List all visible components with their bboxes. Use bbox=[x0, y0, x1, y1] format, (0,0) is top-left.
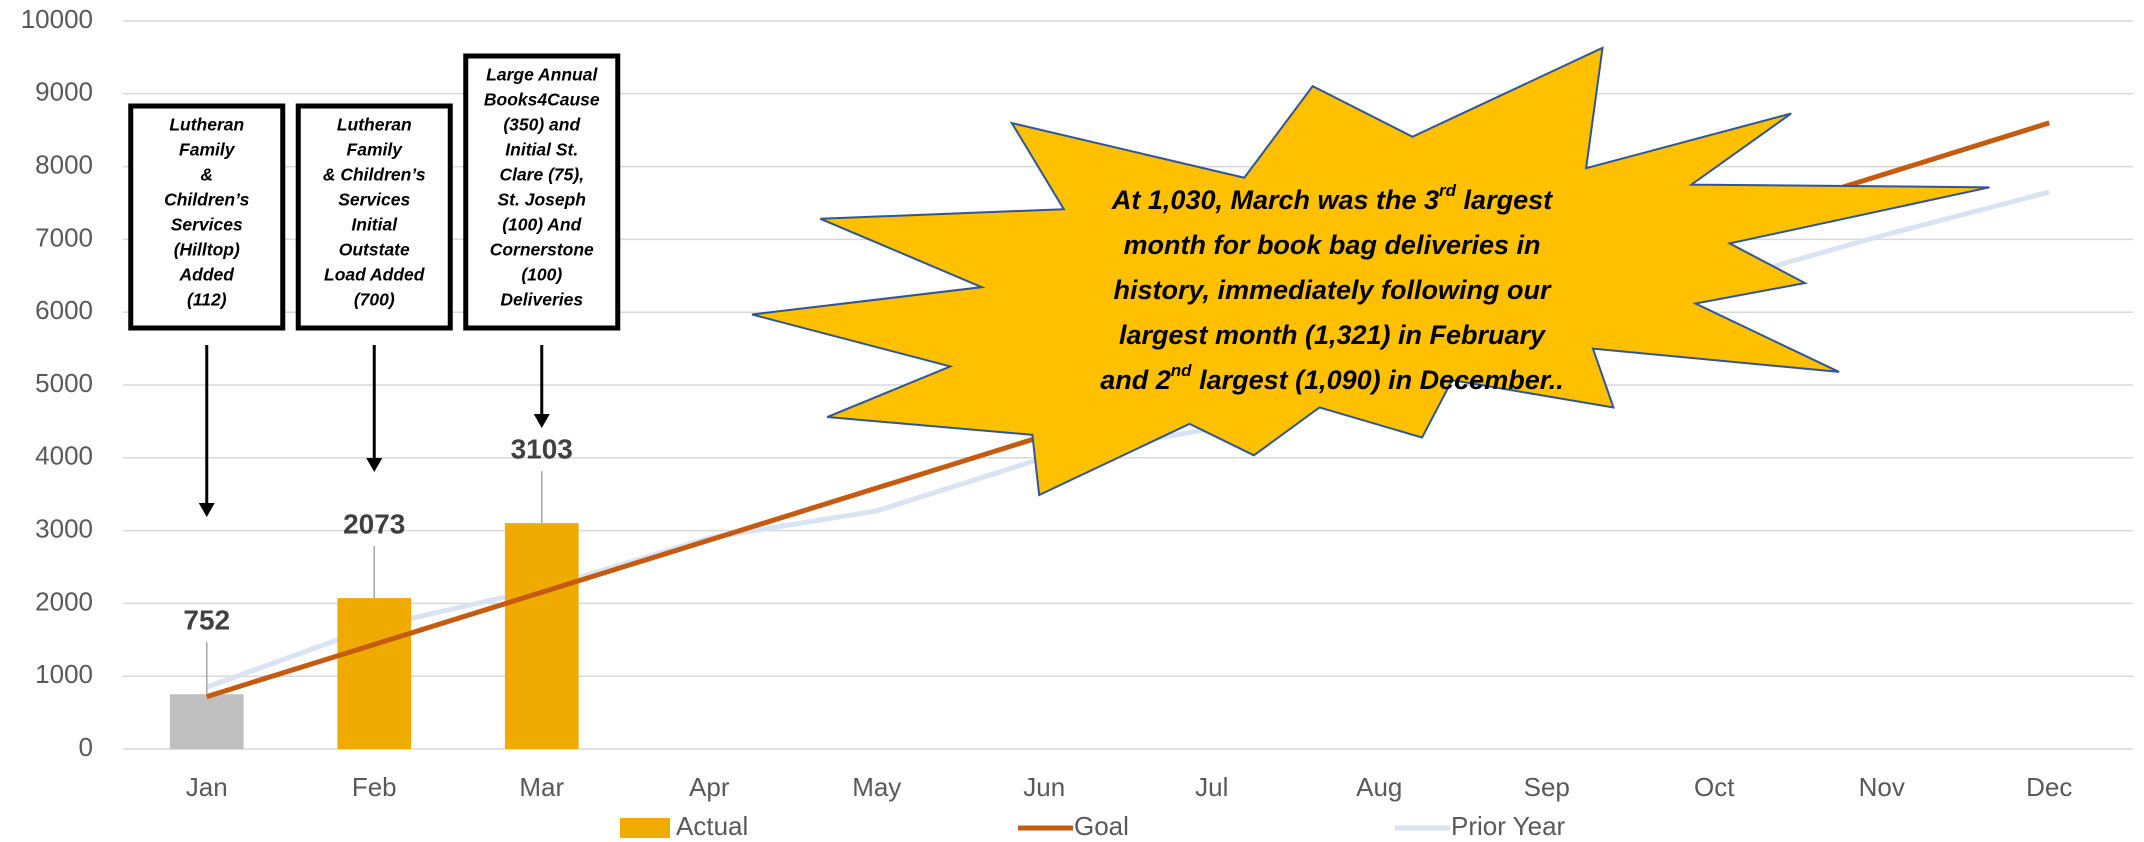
callout-segment: history, immediately following our bbox=[1113, 275, 1552, 305]
callout-text: history, immediately following our bbox=[1113, 275, 1552, 305]
y-tick-label: 0 bbox=[79, 732, 93, 762]
annotation-text: Services bbox=[171, 215, 243, 235]
annotation-text: Lutheran bbox=[337, 115, 412, 135]
starburst bbox=[751, 46, 1990, 497]
x-tick-label: Nov bbox=[1859, 772, 1905, 802]
x-tick-label: Feb bbox=[352, 772, 397, 802]
x-tick-label: May bbox=[852, 772, 901, 802]
y-tick-label: 5000 bbox=[35, 368, 93, 398]
legend-label: Prior Year bbox=[1451, 811, 1566, 841]
annotation-text: & bbox=[200, 165, 213, 185]
y-tick-label: 7000 bbox=[35, 222, 93, 252]
annotation-text: (100) And bbox=[502, 215, 581, 235]
callout-text: and 2nd largest (1,090) in December.. bbox=[1100, 361, 1564, 395]
annotation-text: Cornerstone bbox=[490, 240, 594, 260]
y-tick-label: 1000 bbox=[35, 659, 93, 689]
x-tick-label: Oct bbox=[1694, 772, 1735, 802]
annotation-text: Books4Cause bbox=[484, 90, 600, 110]
annotation-text: Outstate bbox=[339, 240, 410, 260]
x-tick-label: Jan bbox=[186, 772, 228, 802]
x-tick-label: Mar bbox=[519, 772, 564, 802]
superscript: rd bbox=[1439, 181, 1457, 200]
annotation-text: Services bbox=[338, 190, 410, 210]
callout-segment: and 2 bbox=[1100, 365, 1171, 395]
bar bbox=[169, 694, 244, 749]
bar bbox=[504, 523, 579, 749]
x-tick-label: Sep bbox=[1524, 772, 1570, 802]
y-tick-label: 8000 bbox=[35, 149, 93, 179]
callout-segment: At 1,030, March was the 3 bbox=[1111, 185, 1439, 215]
y-tick-label: 3000 bbox=[35, 513, 93, 543]
legend-swatch bbox=[620, 818, 670, 838]
annotation-text: Initial bbox=[351, 215, 398, 235]
annotation-text: Children’s bbox=[164, 190, 250, 210]
callout-text: At 1,030, March was the 3rd largest bbox=[1111, 181, 1553, 215]
x-tick-label: Aug bbox=[1356, 772, 1402, 802]
annotation-text: (112) bbox=[187, 290, 227, 310]
annotation-box bbox=[128, 103, 286, 331]
superscript: nd bbox=[1171, 361, 1192, 380]
annotation-text: Added bbox=[179, 265, 235, 285]
annotation-text: Clare (75), bbox=[499, 165, 584, 185]
annotation-text: & Children’s bbox=[323, 165, 426, 185]
annotation-box bbox=[463, 53, 621, 331]
arrow-head bbox=[533, 414, 550, 428]
callout-segment: largest bbox=[1456, 185, 1553, 215]
callout-segment: month for book bag deliveries in bbox=[1123, 230, 1540, 260]
y-tick-label: 9000 bbox=[35, 77, 93, 107]
callout-segment: largest (1,090) in December.. bbox=[1192, 365, 1564, 395]
annotation-text: Initial St. bbox=[505, 140, 578, 160]
data-label: 3103 bbox=[511, 433, 573, 464]
annotation-text: Family bbox=[347, 140, 404, 160]
annotation-text: Deliveries bbox=[500, 290, 583, 310]
annotation-text: (700) bbox=[354, 290, 395, 310]
bar bbox=[337, 598, 412, 749]
annotation-text: Large Annual bbox=[486, 65, 598, 85]
y-tick-label: 6000 bbox=[35, 295, 93, 325]
legend-label: Actual bbox=[676, 811, 748, 841]
annotation-text: Lutheran bbox=[169, 115, 244, 135]
x-tick-label: Jun bbox=[1023, 772, 1065, 802]
data-label: 2073 bbox=[343, 508, 405, 539]
annotation-text: Load Added bbox=[324, 265, 425, 285]
legend-label: Goal bbox=[1074, 811, 1129, 841]
annotation-text: (350) and bbox=[503, 115, 580, 135]
y-tick-label: 2000 bbox=[35, 586, 93, 616]
annotation-box bbox=[295, 103, 453, 331]
x-tick-label: Jul bbox=[1195, 772, 1228, 802]
arrow-head bbox=[198, 503, 215, 517]
y-tick-label: 4000 bbox=[35, 441, 93, 471]
y-tick-label: 10000 bbox=[21, 4, 93, 34]
annotation-text: (Hilltop) bbox=[174, 240, 240, 260]
callout-segment: largest month (1,321) in February bbox=[1119, 320, 1547, 350]
x-tick-label: Apr bbox=[689, 772, 730, 802]
callout-text: largest month (1,321) in February bbox=[1119, 320, 1547, 350]
x-tick-label: Dec bbox=[2026, 772, 2072, 802]
annotation-text: Family bbox=[179, 140, 236, 160]
callout-text: month for book bag deliveries in bbox=[1123, 230, 1540, 260]
annotation-text: St. Joseph bbox=[498, 190, 587, 210]
annotation-text: (100) bbox=[521, 265, 562, 285]
arrow-head bbox=[366, 458, 383, 472]
data-label: 752 bbox=[183, 605, 230, 636]
